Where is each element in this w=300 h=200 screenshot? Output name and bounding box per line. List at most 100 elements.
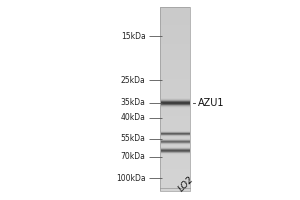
Bar: [160, 8, 190, 10]
Bar: [160, 55, 190, 57]
Bar: [160, 105, 190, 106]
Bar: [160, 169, 190, 171]
Bar: [160, 138, 190, 140]
Bar: [160, 86, 190, 88]
Bar: [160, 75, 190, 77]
Bar: [160, 182, 190, 184]
Bar: [160, 153, 190, 154]
Bar: [160, 90, 190, 92]
Bar: [160, 23, 190, 25]
Bar: [160, 167, 190, 169]
Bar: [160, 160, 190, 162]
Bar: [160, 178, 190, 180]
Bar: [160, 14, 190, 16]
Bar: [160, 18, 190, 20]
Bar: [160, 45, 190, 47]
Bar: [160, 129, 190, 130]
Bar: [160, 123, 190, 125]
Bar: [160, 188, 190, 190]
Text: 100kDa: 100kDa: [116, 174, 146, 183]
Bar: [160, 106, 190, 108]
Bar: [160, 117, 190, 119]
Bar: [160, 21, 190, 23]
Bar: [160, 12, 190, 14]
Bar: [160, 116, 190, 117]
Text: 35kDa: 35kDa: [121, 98, 146, 107]
Bar: [160, 110, 190, 112]
Bar: [160, 125, 190, 127]
Bar: [160, 27, 190, 29]
Bar: [160, 130, 190, 132]
Bar: [160, 114, 190, 116]
Bar: [160, 77, 190, 79]
Bar: [160, 97, 190, 99]
Bar: [160, 119, 190, 121]
Bar: [160, 29, 190, 31]
Bar: [160, 7, 190, 8]
Bar: [160, 79, 190, 81]
Text: 70kDa: 70kDa: [121, 152, 146, 161]
Bar: [160, 177, 190, 178]
Text: LO2: LO2: [177, 175, 196, 193]
Bar: [160, 93, 190, 95]
Bar: [160, 147, 190, 149]
Bar: [160, 186, 190, 188]
Bar: [160, 99, 190, 101]
Bar: [160, 81, 190, 82]
Bar: [160, 173, 190, 175]
Bar: [160, 162, 190, 164]
Bar: [160, 84, 190, 86]
Bar: [160, 103, 190, 105]
Bar: [160, 44, 190, 45]
Bar: [160, 58, 190, 60]
Bar: [160, 101, 190, 103]
Bar: [160, 69, 190, 71]
Bar: [160, 171, 190, 173]
Bar: [160, 95, 190, 97]
Bar: [160, 53, 190, 55]
Bar: [160, 71, 190, 73]
Bar: [160, 184, 190, 186]
Bar: [160, 49, 190, 51]
Bar: [160, 42, 190, 44]
Bar: [160, 112, 190, 114]
Bar: [160, 92, 190, 93]
Bar: [160, 121, 190, 123]
Bar: [160, 156, 190, 158]
Bar: [160, 143, 190, 145]
Bar: [160, 82, 190, 84]
Bar: [160, 33, 190, 34]
Bar: [160, 164, 190, 166]
Bar: [160, 190, 190, 191]
Bar: [160, 57, 190, 58]
Bar: [160, 166, 190, 167]
Text: 55kDa: 55kDa: [121, 134, 146, 143]
Bar: [160, 154, 190, 156]
Bar: [160, 38, 190, 40]
Bar: [160, 66, 190, 68]
Bar: [160, 149, 190, 151]
Text: 40kDa: 40kDa: [121, 113, 146, 122]
Bar: [160, 127, 190, 129]
Bar: [160, 10, 190, 12]
Bar: [160, 62, 190, 64]
Bar: [160, 51, 190, 53]
Bar: [160, 140, 190, 141]
Bar: [160, 60, 190, 62]
Bar: [160, 64, 190, 66]
Text: 25kDa: 25kDa: [121, 76, 146, 85]
Bar: [160, 136, 190, 138]
Bar: [160, 36, 190, 38]
Bar: [160, 68, 190, 69]
Bar: [160, 73, 190, 75]
Bar: [160, 7, 190, 191]
Bar: [160, 20, 190, 21]
Bar: [160, 16, 190, 18]
Bar: [160, 145, 190, 147]
Bar: [160, 151, 190, 153]
Bar: [160, 47, 190, 49]
Bar: [160, 180, 190, 182]
Bar: [160, 40, 190, 42]
Bar: [160, 34, 190, 36]
Bar: [160, 158, 190, 160]
